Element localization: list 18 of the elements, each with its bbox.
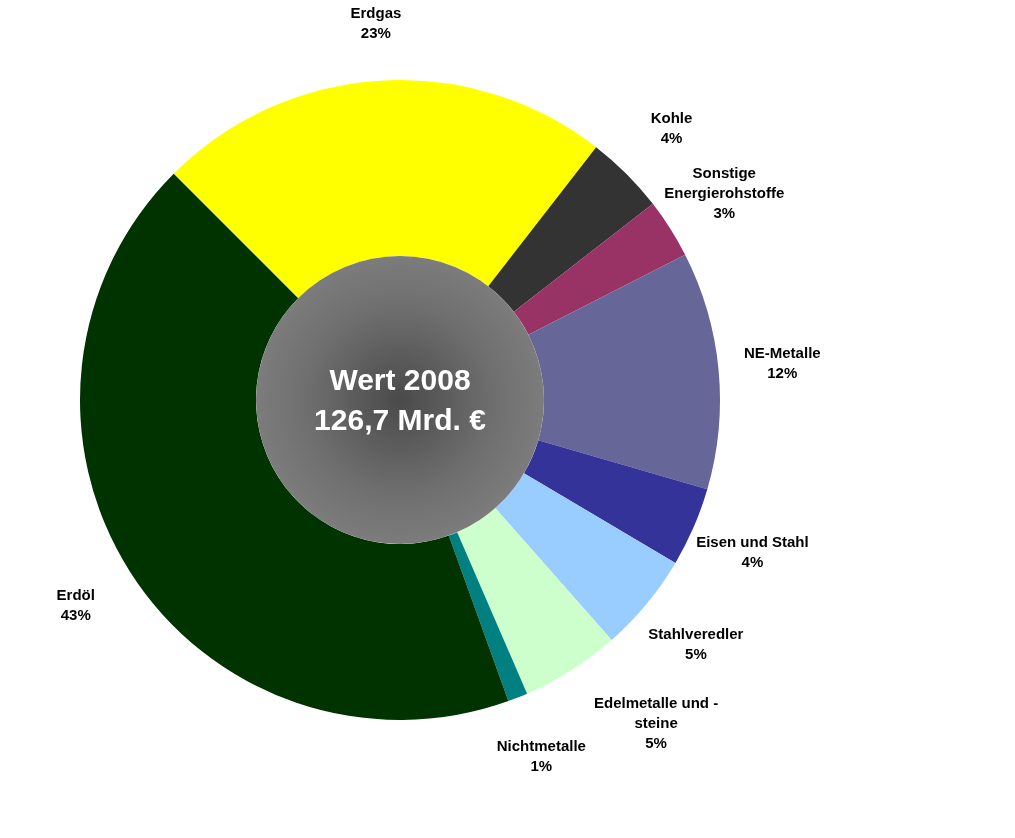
- data-label: 5%: [685, 644, 707, 662]
- data-label: 4%: [660, 128, 683, 146]
- data-label: 1%: [530, 757, 553, 775]
- data-label: 23%: [360, 24, 391, 42]
- slice-label: Stahlveredler: [648, 624, 744, 642]
- slice-label: Sonstige Energierohstoffe: [664, 164, 785, 202]
- data-label: 5%: [645, 734, 667, 752]
- slice-label: NE-Metalle: [743, 344, 821, 361]
- data-label: 3%: [713, 204, 736, 222]
- slice-label: Edelmetalle und - steine: [593, 694, 719, 732]
- slice-label: Erdgas: [350, 4, 402, 22]
- slice-label: Nichtmetalle: [496, 737, 586, 755]
- data-label: 4%: [741, 552, 764, 570]
- slice-label: Kohle: [650, 108, 693, 126]
- slice-label: Eisen und Stahl: [696, 532, 809, 550]
- data-label: 43%: [60, 605, 91, 623]
- data-label: 12%: [767, 364, 798, 381]
- slice-label: Erdöl: [56, 585, 95, 603]
